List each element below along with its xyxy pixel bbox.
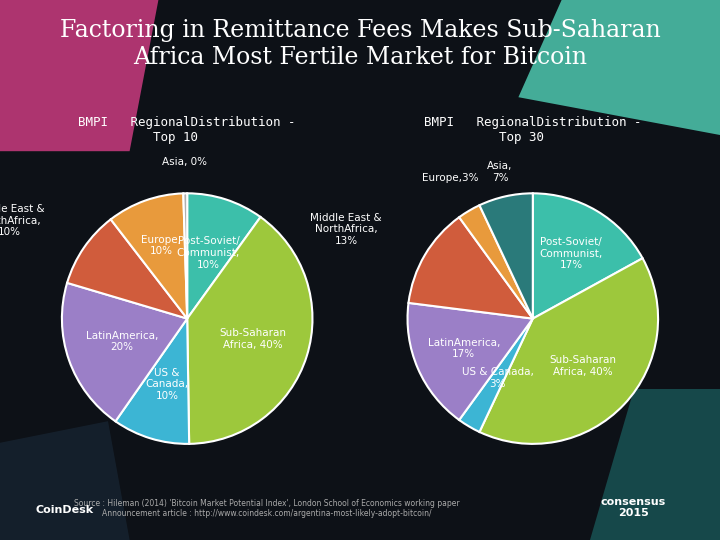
Polygon shape: [518, 0, 720, 135]
Wedge shape: [480, 258, 658, 444]
Wedge shape: [408, 217, 533, 319]
Wedge shape: [533, 193, 642, 319]
Wedge shape: [459, 319, 533, 432]
Text: BMPI   RegionalDistribution -
          Top 10: BMPI RegionalDistribution - Top 10: [78, 116, 296, 144]
Text: Europe,
10%: Europe, 10%: [141, 235, 181, 256]
Wedge shape: [115, 319, 189, 444]
Polygon shape: [0, 421, 130, 540]
Text: LatinAmerica,
20%: LatinAmerica, 20%: [86, 330, 158, 352]
Text: Europe,3%: Europe,3%: [422, 173, 478, 184]
Text: Post-Soviet/
Communist,
17%: Post-Soviet/ Communist, 17%: [539, 237, 603, 271]
Polygon shape: [0, 0, 158, 151]
Text: Sub-Saharan
Africa, 40%: Sub-Saharan Africa, 40%: [220, 328, 287, 350]
Text: Middle East &
NorthAfrica,
10%: Middle East & NorthAfrica, 10%: [0, 204, 45, 238]
Text: consensus
2015: consensus 2015: [601, 497, 666, 518]
Text: Africa Most Fertile Market for Bitcoin: Africa Most Fertile Market for Bitcoin: [133, 46, 587, 69]
Text: BMPI   RegionalDistribution -
          Top 30: BMPI RegionalDistribution - Top 30: [424, 116, 642, 144]
Text: US &
Canada,
10%: US & Canada, 10%: [145, 368, 189, 401]
Text: Post-Soviet/
Communist,
10%: Post-Soviet/ Communist, 10%: [177, 237, 240, 269]
Text: Asia,
7%: Asia, 7%: [487, 161, 513, 183]
Polygon shape: [590, 389, 720, 540]
Text: Sub-Saharan
Africa, 40%: Sub-Saharan Africa, 40%: [549, 355, 616, 376]
Text: CoinDesk: CoinDesk: [36, 505, 94, 515]
Wedge shape: [187, 193, 261, 319]
Wedge shape: [480, 193, 533, 319]
Wedge shape: [408, 303, 533, 420]
Wedge shape: [459, 205, 533, 319]
Text: LatinAmerica,
17%: LatinAmerica, 17%: [428, 338, 500, 359]
Wedge shape: [67, 219, 187, 319]
Text: Factoring in Remittance Fees Makes Sub-Saharan: Factoring in Remittance Fees Makes Sub-S…: [60, 19, 660, 42]
Text: US & Canada,
3%: US & Canada, 3%: [462, 367, 534, 389]
Text: Source : Hileman (2014) 'Bitcoin Market Potential Index', London School of Econo: Source : Hileman (2014) 'Bitcoin Market …: [73, 499, 459, 518]
Wedge shape: [187, 217, 312, 444]
Text: Asia, 0%: Asia, 0%: [162, 157, 207, 167]
Wedge shape: [62, 283, 187, 421]
Wedge shape: [111, 193, 187, 319]
Text: Middle East &
NorthAfrica,
13%: Middle East & NorthAfrica, 13%: [310, 213, 382, 246]
Wedge shape: [184, 193, 187, 319]
